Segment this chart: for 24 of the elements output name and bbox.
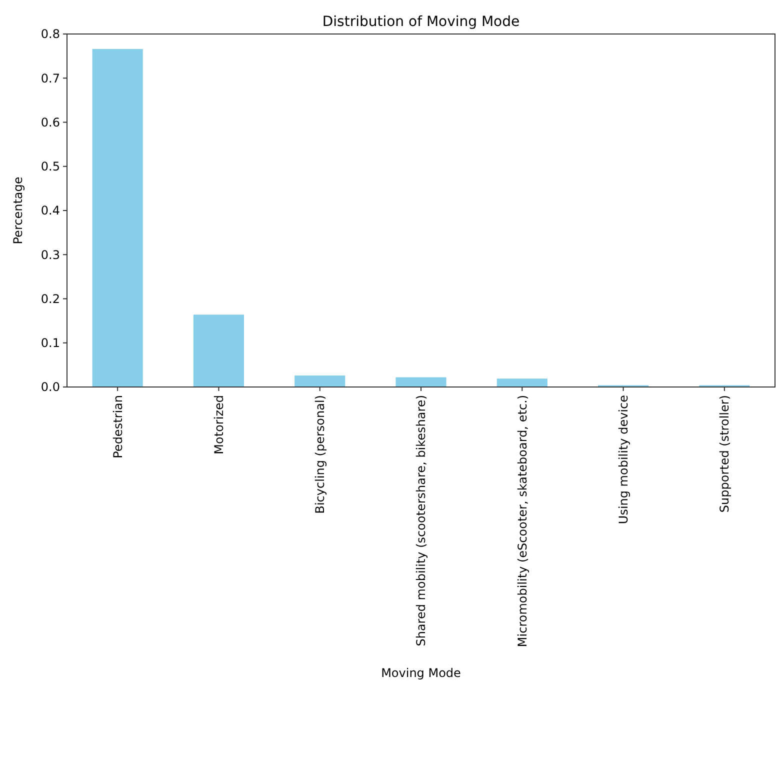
y-tick-label: 0.2 xyxy=(40,292,60,306)
y-tick-label: 0.6 xyxy=(40,115,60,130)
y-axis-title: Percentage xyxy=(11,176,25,244)
y-tick-label: 0.7 xyxy=(40,71,60,86)
y-tick-label: 0.8 xyxy=(40,27,60,42)
x-tick-label: Motorized xyxy=(212,395,226,454)
y-tick-label: 0.1 xyxy=(40,336,60,350)
bar xyxy=(396,377,446,387)
x-tick-label: Pedestrian xyxy=(110,395,125,458)
y-tick-label: 0.4 xyxy=(40,204,60,218)
bar xyxy=(294,376,346,387)
y-tick-label: 0.0 xyxy=(40,380,60,394)
x-tick-label: Micromobility (eScooter, skateboard, etc.) xyxy=(515,395,530,648)
x-tick-label: Shared mobility (scootershare, bikeshare) xyxy=(414,395,428,646)
x-tick-label: Supported (stroller) xyxy=(718,395,732,513)
x-tick-label: Bicycling (personal) xyxy=(313,395,328,514)
bar xyxy=(496,378,548,387)
bar xyxy=(193,314,244,387)
x-axis-title: Moving Mode xyxy=(381,666,461,680)
y-tick-label: 0.5 xyxy=(40,160,60,174)
chart-title: Distribution of Moving Mode xyxy=(322,14,520,30)
x-tick-label: Using mobility device xyxy=(616,395,630,524)
y-tick-label: 0.3 xyxy=(40,248,60,262)
bar xyxy=(92,49,143,387)
